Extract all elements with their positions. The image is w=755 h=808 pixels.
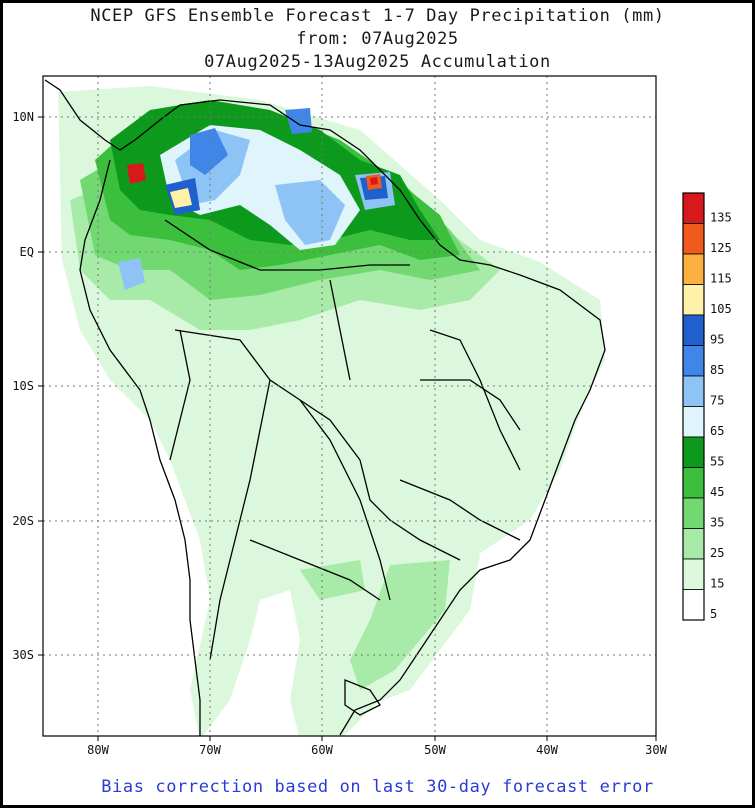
map-border [42, 75, 657, 737]
title-line-2: from: 07Aug2025 [296, 29, 459, 49]
precip-area-135 [370, 177, 378, 185]
legend-label: 125 [710, 241, 732, 255]
precip-area-25 [350, 560, 450, 690]
legend-swatch [682, 192, 705, 224]
lon-label: 50W [424, 743, 446, 757]
legend-label: 55 [710, 454, 724, 468]
precip-area-135 [127, 163, 146, 184]
precip-area-105 [170, 188, 192, 208]
legend-swatch [682, 223, 705, 255]
legend-label: 65 [710, 424, 724, 438]
lon-label: 70W [199, 743, 221, 757]
border-line [169, 329, 191, 461]
legend-label: 105 [710, 302, 732, 316]
legend-label: 85 [710, 363, 724, 377]
legend-swatch [682, 436, 705, 468]
legend-label: 35 [710, 515, 724, 529]
legend-swatch [682, 314, 705, 346]
lat-label: EQ [20, 245, 34, 259]
lat-label: 10N [12, 110, 34, 124]
color-legend: 135 125 115 105 95 85 75 65 55 45 35 25 15 5 [682, 192, 732, 621]
lon-label: 80W [87, 743, 109, 757]
legend-label: 25 [710, 546, 724, 560]
precip-area-85 [190, 128, 228, 175]
border-line [174, 329, 461, 561]
lon-label: 30W [645, 743, 667, 757]
border-line [399, 479, 521, 541]
legend-swatch [682, 375, 705, 407]
legend-swatch [682, 284, 705, 316]
legend-label: 115 [710, 271, 732, 285]
title-line-3: 07Aug2025-13Aug2025 Accumulation [204, 52, 551, 72]
title-line-1: NCEP GFS Ensemble Forecast 1-7 Day Preci… [90, 6, 665, 26]
legend-label: 95 [710, 332, 724, 346]
lat-label: 30S [12, 648, 34, 662]
legend-swatch [682, 558, 705, 590]
lat-label: 10S [12, 379, 34, 393]
precip-shading [58, 86, 605, 736]
west-coastline [79, 159, 201, 736]
legend-swatch [682, 406, 705, 438]
gridlines [43, 76, 656, 736]
border-line [249, 539, 381, 601]
country-borders [44, 79, 606, 736]
precip-area-75 [275, 180, 345, 245]
legend-border [682, 192, 705, 621]
legend-label: 5 [710, 607, 717, 621]
legend-swatch [682, 253, 705, 285]
precip-area-75 [118, 258, 145, 290]
legend-label: 15 [710, 576, 724, 590]
lat-label: 20S [12, 514, 34, 528]
legend-label: 45 [710, 485, 724, 499]
axis-ticks [38, 116, 657, 741]
uruguay-outline [344, 679, 381, 716]
legend-label: 75 [710, 393, 724, 407]
legend-swatch [682, 497, 705, 529]
precip-area-85 [285, 108, 312, 134]
legend-label: 135 [710, 210, 732, 224]
footer-note: Bias correction based on last 30-day for… [101, 777, 654, 797]
border-line [429, 329, 521, 471]
legend-swatch [682, 345, 705, 377]
border-line [420, 379, 521, 431]
precip-area-25 [300, 560, 365, 600]
border-line [329, 279, 351, 381]
legend-swatch [682, 467, 705, 499]
border-line [164, 219, 410, 271]
legend-swatch [682, 589, 705, 621]
lon-label: 40W [536, 743, 558, 757]
border-line [209, 379, 271, 661]
south-america-coastline [44, 79, 606, 736]
border-line [299, 399, 391, 601]
lon-label: 60W [311, 743, 333, 757]
legend-swatch [682, 528, 705, 560]
